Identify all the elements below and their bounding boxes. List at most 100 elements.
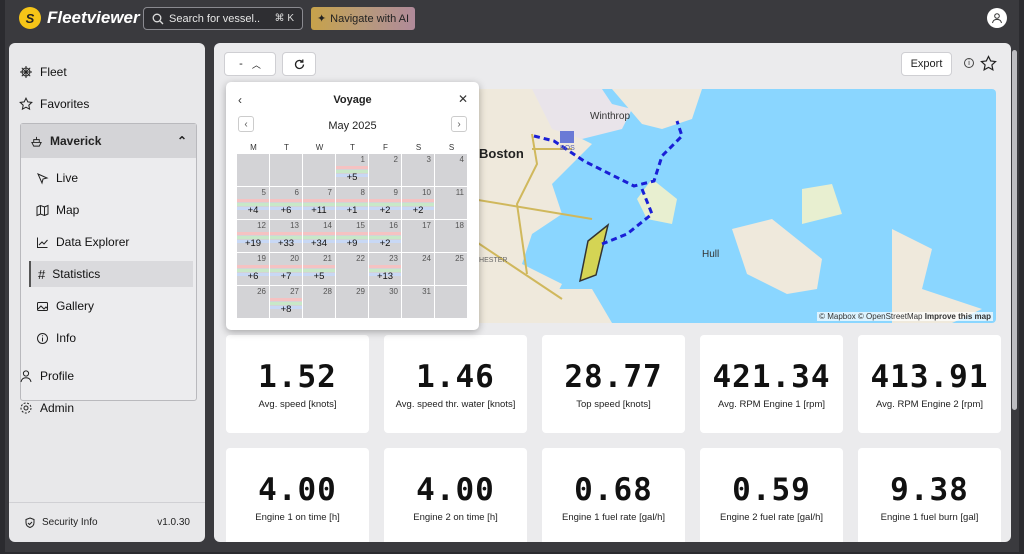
sidebar-item-statistics[interactable]: # Statistics bbox=[29, 261, 193, 287]
calendar-day[interactable]: 11 bbox=[435, 187, 467, 219]
stat-card: 1.52 Avg. speed [knots] bbox=[226, 335, 369, 433]
voyage-bar bbox=[237, 269, 269, 272]
chevron-up-icon: ︿ bbox=[251, 59, 261, 70]
vessel-selector[interactable]: Maverick ⌃ bbox=[21, 124, 196, 158]
calendar-day[interactable]: 8 +1 bbox=[336, 187, 368, 219]
user-icon bbox=[20, 370, 32, 383]
sidebar-item-gallery[interactable]: Gallery bbox=[29, 293, 193, 319]
calendar-day[interactable]: 21 +5 bbox=[303, 253, 335, 285]
map-label: Map bbox=[56, 203, 80, 217]
calendar-day[interactable]: 22 bbox=[336, 253, 368, 285]
calendar-day[interactable]: 5 +4 bbox=[237, 187, 269, 219]
calendar-day[interactable]: 13 +33 bbox=[270, 220, 302, 252]
sidebar-item-info[interactable]: Info bbox=[29, 325, 193, 351]
sidebar-item-live[interactable]: Live bbox=[29, 165, 193, 191]
calendar-day[interactable]: 14 +34 bbox=[303, 220, 335, 252]
search-shortcut: ⌘ K bbox=[274, 13, 294, 24]
weekday-label: S bbox=[448, 143, 455, 152]
map-label-bos: BOS bbox=[560, 145, 575, 152]
calendar-day[interactable]: 10 +2 bbox=[402, 187, 434, 219]
weekday-label: F bbox=[383, 143, 388, 152]
sidebar-item-data-explorer[interactable]: Data Explorer bbox=[29, 229, 193, 255]
search-input[interactable] bbox=[169, 12, 261, 25]
close-icon[interactable]: ✕ bbox=[457, 92, 468, 106]
next-month-button[interactable]: › bbox=[451, 116, 467, 132]
stat-label: Avg. speed [knots] bbox=[258, 398, 337, 410]
sidebar-item-profile[interactable]: Profile bbox=[19, 369, 74, 383]
search-box[interactable]: ⌘ K bbox=[143, 7, 303, 30]
calendar-day[interactable]: 1 +5 bbox=[336, 154, 368, 186]
logo[interactable]: S Fleetviewer bbox=[19, 7, 140, 29]
voyage-bar bbox=[369, 240, 401, 243]
voyage-count: +2 bbox=[379, 238, 391, 249]
day-number: 25 bbox=[455, 254, 464, 263]
calendar-day[interactable]: 16 +2 bbox=[369, 220, 401, 252]
live-label: Live bbox=[56, 171, 79, 185]
refresh-icon bbox=[294, 59, 304, 69]
voyage-count: +9 bbox=[346, 238, 358, 249]
data-explorer-label: Data Explorer bbox=[56, 235, 130, 249]
day-number: 8 bbox=[360, 188, 365, 197]
sidebar-item-admin[interactable]: Admin bbox=[19, 401, 74, 415]
calendar-day[interactable]: 26 bbox=[237, 286, 269, 318]
calendar-day[interactable]: 7 +11 bbox=[303, 187, 335, 219]
navigate-ai-button[interactable]: ✦ Navigate with AI bbox=[311, 7, 415, 30]
favorite-star-icon[interactable] bbox=[980, 55, 997, 72]
sidebar-item-favorites[interactable]: Favorites bbox=[19, 97, 89, 111]
calendar-day[interactable]: 25 bbox=[435, 253, 467, 285]
calendar-day[interactable]: 30 bbox=[369, 286, 401, 318]
voyage-bar bbox=[237, 236, 269, 239]
voyage-bar bbox=[237, 240, 269, 243]
export-button[interactable]: Export bbox=[901, 52, 952, 76]
voyage-bar bbox=[237, 265, 269, 268]
sidebar-footer: Security Info v1.0.30 bbox=[9, 502, 205, 542]
map-label-boston: Boston bbox=[479, 146, 524, 161]
day-number: 20 bbox=[290, 254, 299, 263]
day-number: 4 bbox=[459, 155, 464, 164]
calendar-day[interactable]: 18 bbox=[435, 220, 467, 252]
refresh-button[interactable] bbox=[282, 52, 316, 76]
attribution-text[interactable]: © Mapbox © OpenStreetMap bbox=[819, 312, 923, 321]
user-avatar[interactable] bbox=[987, 8, 1007, 28]
cursor-icon bbox=[37, 172, 49, 185]
info-icon[interactable]: i bbox=[964, 58, 974, 68]
voyage-map[interactable]: Boston Winthrop BOS Hull CHESTER © Mapbo… bbox=[472, 89, 996, 323]
calendar-day[interactable]: 23 +13 bbox=[369, 253, 401, 285]
chevron-updown-icon: ⌃ bbox=[176, 134, 187, 148]
calendar-day[interactable]: 2 bbox=[369, 154, 401, 186]
calendar-day[interactable]: 24 bbox=[402, 253, 434, 285]
stat-value: 4.00 bbox=[416, 471, 495, 508]
sidebar-item-map[interactable]: Map bbox=[29, 197, 193, 223]
sidebar-item-fleet[interactable]: Fleet bbox=[19, 65, 67, 79]
calendar-day[interactable]: 3 bbox=[402, 154, 434, 186]
calendar-day[interactable]: 6 +6 bbox=[270, 187, 302, 219]
voyage-bar bbox=[336, 240, 368, 243]
calendar-day[interactable]: 28 bbox=[303, 286, 335, 318]
calendar-day[interactable]: 27 +8 bbox=[270, 286, 302, 318]
calendar-day[interactable]: 29 bbox=[336, 286, 368, 318]
voyage-bar bbox=[270, 232, 302, 235]
back-chevron-icon[interactable]: ‹ bbox=[238, 93, 242, 107]
security-info-link[interactable]: Security Info bbox=[42, 517, 98, 528]
prev-month-button[interactable]: ‹ bbox=[238, 116, 254, 132]
shield-icon bbox=[25, 516, 35, 528]
range-selector[interactable]: - ︿ bbox=[224, 52, 276, 76]
voyage-bar bbox=[270, 269, 302, 272]
stat-label: Top speed [knots] bbox=[576, 398, 651, 410]
voyage-bar bbox=[237, 207, 269, 210]
calendar-day[interactable]: 15 +9 bbox=[336, 220, 368, 252]
hash-icon: # bbox=[38, 266, 46, 282]
voyage-bar bbox=[270, 207, 302, 210]
stat-value: 421.34 bbox=[712, 358, 831, 395]
map-icon bbox=[36, 204, 49, 216]
calendar-day[interactable]: 20 +7 bbox=[270, 253, 302, 285]
calendar-day[interactable]: 19 +6 bbox=[237, 253, 269, 285]
calendar-day[interactable]: 31 bbox=[402, 286, 434, 318]
calendar-day[interactable]: 17 bbox=[402, 220, 434, 252]
improve-map-link[interactable]: Improve this map bbox=[924, 312, 991, 321]
scrollbar[interactable] bbox=[1012, 50, 1017, 410]
calendar-day[interactable]: 9 +2 bbox=[369, 187, 401, 219]
calendar-day[interactable]: 12 +19 bbox=[237, 220, 269, 252]
calendar-day[interactable]: 4 bbox=[435, 154, 467, 186]
day-number: 19 bbox=[257, 254, 266, 263]
